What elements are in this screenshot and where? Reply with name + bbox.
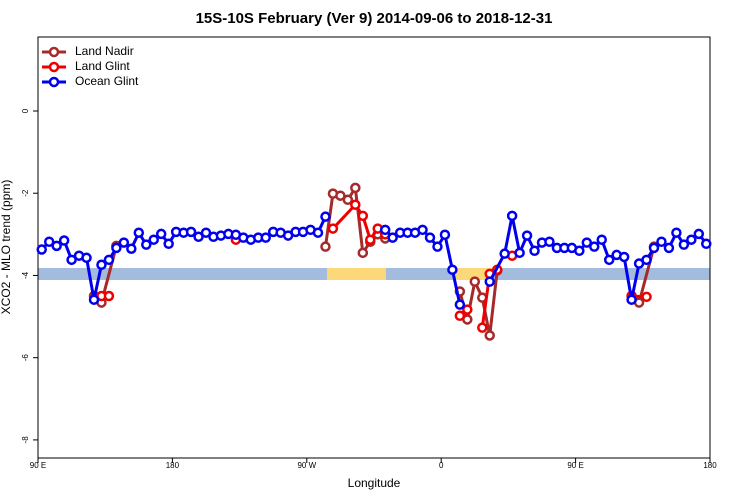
point: [260, 232, 271, 243]
y-tick-label: 0: [21, 108, 30, 113]
point: [357, 210, 369, 222]
point: [544, 236, 555, 247]
point: [320, 241, 331, 252]
point: [596, 234, 607, 245]
point: [499, 248, 510, 259]
point: [133, 227, 145, 238]
point: [484, 330, 495, 341]
series-line: [93, 183, 656, 336]
point: [200, 227, 212, 238]
plot-frame: [37, 36, 711, 459]
point: [506, 210, 518, 222]
point: [148, 234, 159, 245]
legend-label: Land Nadir: [75, 44, 134, 58]
point: [365, 234, 376, 245]
point: [155, 228, 167, 240]
point: [484, 276, 495, 287]
point: [103, 254, 115, 266]
point: [51, 240, 62, 252]
point: [529, 245, 540, 257]
point: [43, 236, 55, 247]
point: [88, 294, 100, 305]
point: [641, 291, 652, 303]
point: [141, 239, 152, 250]
point: [379, 224, 391, 236]
point: [589, 241, 600, 252]
y-tick-label: -6: [21, 354, 30, 362]
legend-label: Land Glint: [75, 59, 130, 73]
point: [469, 276, 481, 287]
point: [58, 235, 70, 246]
point: [81, 252, 92, 264]
point: [454, 310, 466, 321]
point: [424, 232, 436, 243]
point: [432, 241, 443, 252]
x-tick-label: 90 E: [30, 461, 46, 470]
point: [342, 194, 354, 206]
point: [357, 247, 369, 259]
y-tick-label: -4: [21, 271, 30, 279]
point: [193, 231, 204, 243]
point: [350, 199, 361, 210]
point: [686, 234, 697, 245]
point: [477, 322, 488, 333]
point: [417, 224, 428, 236]
x-tick-label: 180: [166, 461, 180, 470]
point: [626, 294, 637, 305]
y-tick-label: -2: [21, 189, 30, 197]
point: [350, 182, 361, 194]
point: [163, 238, 174, 250]
chart-title: 15S-10S February (Ver 9) 2014-09-06 to 2…: [196, 10, 553, 27]
point: [103, 290, 115, 302]
point: [618, 251, 630, 263]
legend-marker: [48, 61, 60, 73]
legend-marker: [48, 76, 60, 88]
y-tick-label: -8: [21, 436, 30, 444]
point: [574, 245, 585, 257]
point: [514, 247, 525, 259]
point: [327, 223, 339, 234]
y-axis-label: XCO2 - MLO trend (ppm): [0, 180, 13, 315]
point: [185, 226, 197, 238]
series-line: [101, 202, 647, 328]
point: [312, 227, 324, 238]
point: [447, 264, 458, 275]
point: [603, 254, 615, 266]
point: [320, 211, 331, 222]
point: [678, 239, 690, 250]
x-tick-label: 90 W: [297, 461, 316, 470]
point: [111, 242, 122, 254]
point: [641, 254, 652, 266]
point: [126, 243, 137, 254]
point: [648, 242, 660, 254]
point: [66, 254, 77, 266]
point: [656, 236, 667, 247]
point: [671, 227, 682, 238]
x-tick-label: 180: [703, 461, 717, 470]
point: [454, 299, 466, 310]
point: [521, 230, 533, 241]
point: [439, 229, 451, 241]
point: [36, 244, 47, 255]
land-band: [327, 268, 386, 280]
x-axis-label: Longitude: [348, 476, 401, 490]
point: [581, 237, 593, 248]
point: [462, 304, 473, 315]
point: [693, 228, 705, 240]
land-band: [455, 268, 493, 280]
point: [118, 237, 130, 248]
point: [335, 190, 346, 201]
point: [96, 259, 107, 271]
point: [387, 232, 398, 243]
legend-marker: [48, 46, 60, 58]
x-tick-label: 90 E: [567, 461, 583, 470]
point: [701, 238, 712, 250]
point: [663, 242, 675, 254]
x-tick-label: 0: [439, 461, 444, 470]
legend-label: Ocean Glint: [75, 74, 139, 88]
